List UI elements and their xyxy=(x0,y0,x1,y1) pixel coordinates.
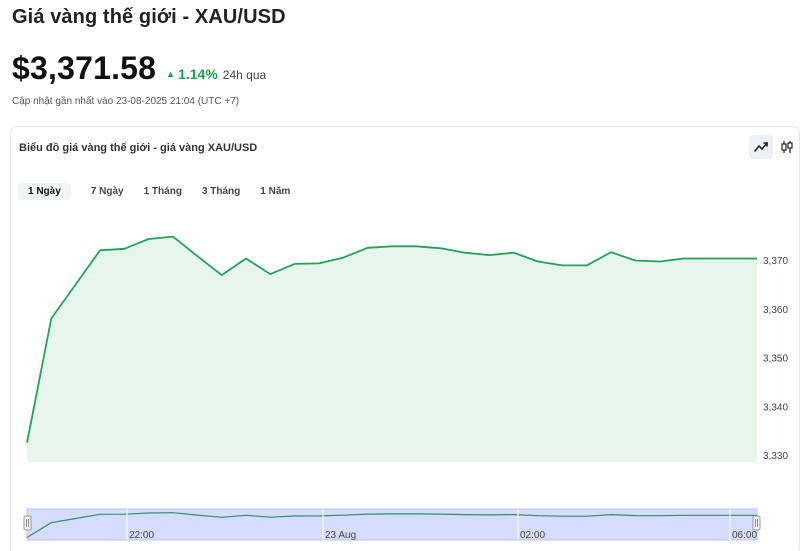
navigator-handle-right[interactable] xyxy=(752,515,761,531)
y-tick-label: 3,330 xyxy=(763,451,788,462)
price-row: $3,371.58 ▲ 1.14% 24h qua xyxy=(12,50,266,87)
tab-1-year[interactable]: 1 Năm xyxy=(260,186,291,197)
navigator-tick-label: 22:00 xyxy=(129,530,154,541)
range-tabs: 1 Ngày 7 Ngày 1 Tháng 3 Tháng 1 Năm xyxy=(18,183,310,200)
navigator-tick-label: 23 Aug xyxy=(325,530,356,541)
chart-title: Biểu đồ giá vàng thế giới - giá vàng XAU… xyxy=(19,142,258,154)
price-area xyxy=(27,236,757,462)
main-plot xyxy=(26,235,757,462)
y-tick-label: 3,370 xyxy=(763,256,788,267)
y-tick-label: 3,360 xyxy=(763,305,788,316)
line-chart-button[interactable] xyxy=(749,135,773,159)
navigator-line xyxy=(26,512,757,539)
tab-7-days[interactable]: 7 Ngày xyxy=(90,186,124,197)
change-period: 24h qua xyxy=(222,68,267,82)
tab-1-month[interactable]: 1 Tháng xyxy=(143,186,182,197)
tab-1-day[interactable]: 1 Ngày xyxy=(18,183,71,200)
change-percent: 1.14% xyxy=(178,66,218,82)
current-price: $3,371.58 xyxy=(12,50,157,86)
last-updated: Cập nhật gần nhất vào 23-08-2025 21:04 (… xyxy=(12,96,240,107)
navigator-tick-label: 02:00 xyxy=(520,530,545,541)
line-chart-icon xyxy=(754,142,768,152)
price-line xyxy=(26,235,757,443)
y-tick-label: 3,340 xyxy=(763,402,788,413)
chart-type-toggle xyxy=(747,135,799,159)
navigator[interactable]: 22:00 23 Aug 02:00 06:00 xyxy=(23,508,761,541)
y-axis: 3,330 3,340 3,350 3,360 3,370 xyxy=(763,256,788,462)
y-tick-label: 3,350 xyxy=(763,354,788,365)
price-change: ▲ 1.14% 24h qua xyxy=(166,66,266,82)
page-title: Giá vàng thế giới - XAU/USD xyxy=(12,6,286,28)
candlestick-button[interactable] xyxy=(775,135,799,159)
candlestick-icon xyxy=(781,141,793,153)
navigator-tick-label: 06:00 xyxy=(732,530,757,541)
navigator-handle-left[interactable] xyxy=(23,515,32,531)
tab-3-months[interactable]: 3 Tháng xyxy=(201,186,241,197)
arrow-up-icon: ▲ xyxy=(166,69,176,79)
